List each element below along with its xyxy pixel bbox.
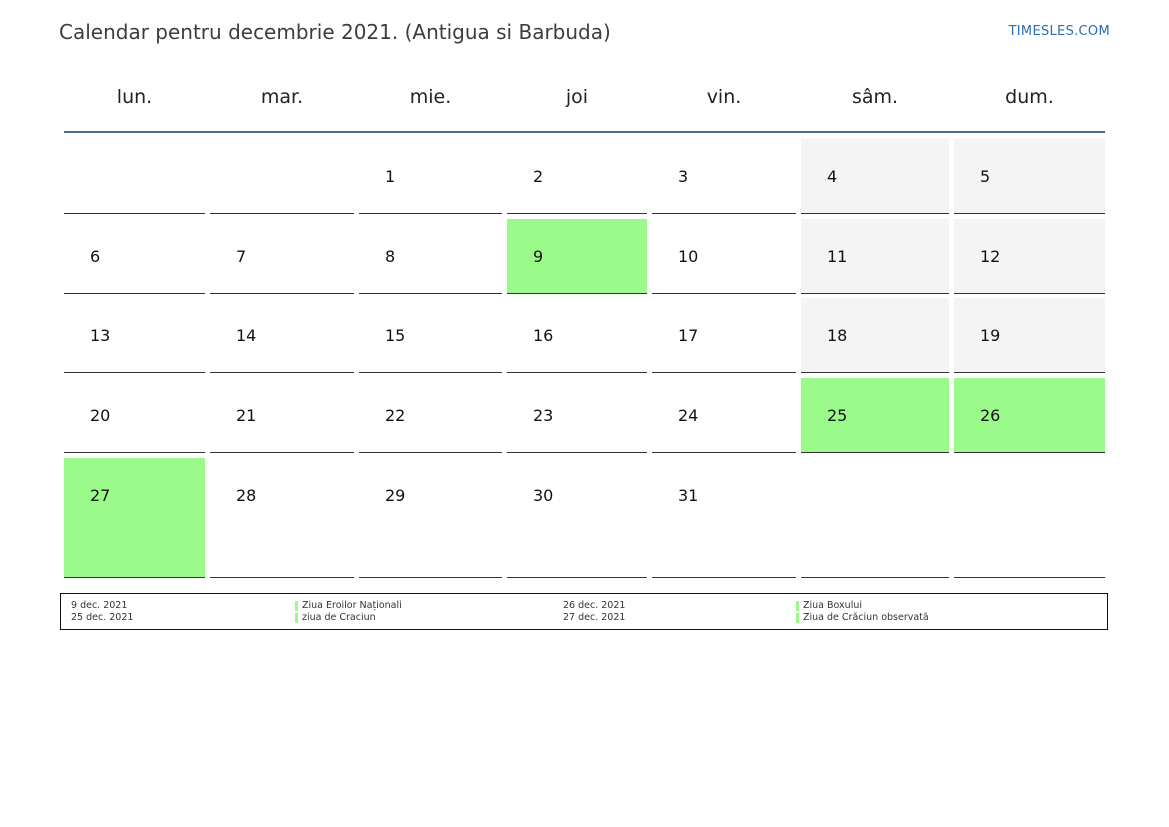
calendar-day-cell [801,458,949,578]
calendar-day-cell: 1 [359,139,502,214]
calendar-day-cell: 11 [801,219,949,294]
day-number: 31 [678,486,699,505]
calendar-day-cell: 14 [210,298,354,373]
calendar-day-cell: 6 [64,219,205,294]
day-number: 17 [678,326,699,345]
calendar-day-cell: 19 [954,298,1105,373]
legend-holiday-name: ziua de Craciun [302,612,376,623]
day-number: 15 [385,326,406,345]
holiday-color-marker [295,613,298,623]
calendar-day-cell: 29 [359,458,502,578]
day-number: 10 [678,247,699,266]
day-number: 14 [236,326,257,345]
day-number: 28 [236,486,257,505]
day-number: 7 [236,247,247,266]
weekday-sun: dum. [1005,86,1054,108]
legend-date: 27 dec. 2021 [563,612,626,623]
day-number: 19 [980,326,1001,345]
weekday-fri: vin. [706,86,742,108]
brand-link[interactable]: TIMESLES.COM [1008,24,1110,39]
day-number: 1 [385,167,396,186]
calendar-day-cell: 7 [210,219,354,294]
weekday-thu: joi [565,86,589,108]
calendar-day-cell: 13 [64,298,205,373]
calendar-day-cell: 8 [359,219,502,294]
day-number: 2 [533,167,544,186]
legend-holiday-name: Ziua Eroilor Naționali [302,600,402,611]
calendar-day-cell: 3 [652,139,796,214]
holiday-color-marker [796,601,799,611]
calendar-day-cell: 10 [652,219,796,294]
calendar-day-cell: 27 [64,458,205,578]
holiday-legend: 9 dec. 2021 Ziua Eroilor Naționali 25 de… [60,593,1108,630]
weekday-wed: mie. [409,86,452,108]
day-number: 25 [827,406,848,425]
day-number: 30 [533,486,554,505]
day-number: 6 [90,247,101,266]
day-number: 9 [533,247,544,266]
calendar-day-cell: 16 [507,298,647,373]
day-number: 20 [90,406,111,425]
calendar-day-cell [64,139,205,214]
page-title: Calendar pentru decembrie 2021. (Antigua… [59,20,611,44]
day-number: 21 [236,406,257,425]
day-number: 13 [90,326,111,345]
calendar-day-cell [954,458,1105,578]
holiday-color-marker [295,601,298,611]
calendar-day-cell: 23 [507,378,647,453]
day-number: 4 [827,167,838,186]
day-number: 23 [533,406,554,425]
calendar-day-cell: 15 [359,298,502,373]
legend-date: 26 dec. 2021 [563,600,626,611]
calendar-day-cell: 2 [507,139,647,214]
day-number: 24 [678,406,699,425]
calendar-day-cell: 24 [652,378,796,453]
calendar-day-cell: 25 [801,378,949,453]
legend-holiday-name: Ziua Boxului [803,600,862,611]
header-divider [64,131,1105,133]
day-number: 8 [385,247,396,266]
day-number: 3 [678,167,689,186]
calendar-day-cell: 21 [210,378,354,453]
day-number: 11 [827,247,848,266]
calendar-day-cell: 26 [954,378,1105,453]
calendar-day-cell: 12 [954,219,1105,294]
day-number: 12 [980,247,1001,266]
calendar-day-cell: 28 [210,458,354,578]
day-number: 26 [980,406,1001,425]
day-number: 27 [90,486,111,505]
legend-date: 9 dec. 2021 [71,600,128,611]
calendar-day-cell: 9 [507,219,647,294]
calendar-day-cell: 22 [359,378,502,453]
day-number: 22 [385,406,406,425]
calendar-day-cell: 30 [507,458,647,578]
calendar-day-cell [210,139,354,214]
calendar-day-cell: 5 [954,139,1105,214]
legend-holiday-name: Ziua de Crăciun observată [803,612,929,623]
calendar-day-cell: 31 [652,458,796,578]
weekday-sat: sâm. [851,86,899,108]
legend-date: 25 dec. 2021 [71,612,134,623]
calendar-day-cell: 4 [801,139,949,214]
weekday-mon: lun. [116,86,153,108]
day-number: 16 [533,326,554,345]
day-number: 18 [827,326,848,345]
weekday-tue: mar. [260,86,304,108]
weekday-header-row: lun. mar. mie. joi vin. sâm. dum. [0,86,1169,116]
holiday-color-marker [796,613,799,623]
calendar-day-cell: 20 [64,378,205,453]
calendar-day-cell: 18 [801,298,949,373]
day-number: 5 [980,167,991,186]
day-number: 29 [385,486,406,505]
calendar-day-cell: 17 [652,298,796,373]
